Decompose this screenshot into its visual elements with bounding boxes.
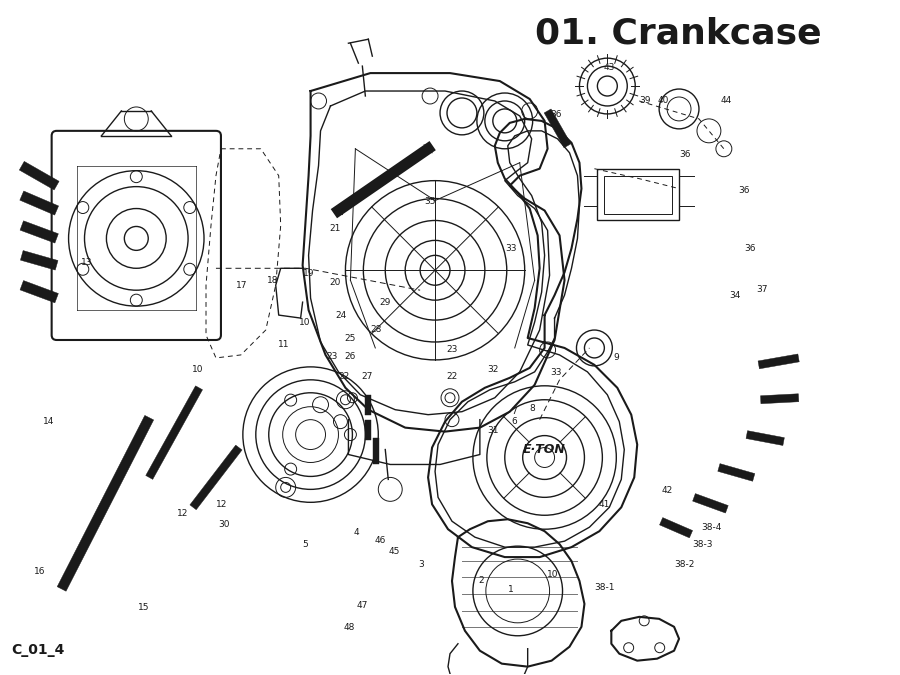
Polygon shape: [19, 161, 59, 190]
Text: 8: 8: [529, 404, 535, 412]
Text: 15: 15: [138, 603, 149, 612]
Polygon shape: [146, 386, 202, 479]
Text: 6: 6: [512, 417, 517, 426]
Text: 22: 22: [446, 372, 457, 381]
Text: 7: 7: [512, 407, 517, 416]
Polygon shape: [20, 191, 58, 215]
Polygon shape: [760, 394, 799, 404]
Polygon shape: [21, 250, 58, 270]
Polygon shape: [190, 445, 242, 510]
Text: 3: 3: [418, 560, 424, 569]
Text: E·TON: E·TON: [523, 443, 566, 456]
Text: 23: 23: [446, 345, 457, 354]
Text: 44: 44: [720, 97, 732, 105]
Text: 01. Crankcase: 01. Crankcase: [536, 17, 822, 51]
Text: 19: 19: [302, 269, 314, 278]
Polygon shape: [374, 437, 379, 464]
Text: 36: 36: [550, 110, 562, 119]
Text: 18: 18: [266, 276, 278, 285]
Text: 29: 29: [380, 298, 392, 307]
Text: 22: 22: [338, 372, 350, 381]
Polygon shape: [20, 281, 58, 303]
Text: 32: 32: [487, 365, 499, 374]
Polygon shape: [544, 109, 571, 148]
Text: 28: 28: [371, 325, 382, 334]
Text: 12: 12: [216, 500, 227, 509]
Text: 37: 37: [756, 285, 768, 294]
Text: 43: 43: [604, 63, 616, 72]
Bar: [605, 176, 672, 213]
Text: 36: 36: [738, 186, 750, 196]
Text: 38-3: 38-3: [692, 540, 713, 549]
Text: 31: 31: [487, 426, 499, 435]
Text: 40: 40: [658, 97, 669, 105]
Text: 10: 10: [547, 570, 559, 578]
Text: 38-2: 38-2: [675, 560, 695, 569]
Text: 26: 26: [344, 352, 356, 361]
Text: 17: 17: [237, 281, 248, 290]
Text: 33: 33: [505, 244, 517, 253]
Text: 16: 16: [33, 567, 45, 576]
Text: 25: 25: [344, 334, 356, 344]
Text: 24: 24: [335, 311, 346, 321]
Text: 41: 41: [598, 500, 610, 509]
Text: 21: 21: [329, 224, 341, 233]
Text: 11: 11: [278, 340, 290, 349]
Text: 12: 12: [177, 509, 189, 518]
Text: 27: 27: [362, 372, 374, 381]
Bar: [598, 169, 680, 221]
Text: 2: 2: [479, 576, 484, 585]
Text: 30: 30: [219, 520, 230, 529]
Text: 36: 36: [680, 150, 690, 159]
Text: 14: 14: [43, 417, 54, 426]
Text: 5: 5: [302, 540, 308, 549]
Polygon shape: [365, 420, 372, 439]
Text: 39: 39: [640, 97, 651, 105]
Text: 36: 36: [744, 244, 756, 253]
Text: 1: 1: [508, 585, 514, 594]
Text: 48: 48: [344, 624, 356, 632]
Text: 13: 13: [81, 258, 93, 267]
Text: 45: 45: [389, 547, 400, 556]
Polygon shape: [58, 415, 154, 591]
Text: 4: 4: [353, 528, 359, 537]
Text: 10: 10: [192, 365, 203, 374]
Text: 10: 10: [299, 318, 310, 327]
Text: 9: 9: [613, 353, 618, 362]
Polygon shape: [718, 464, 755, 481]
Polygon shape: [746, 431, 785, 446]
Polygon shape: [660, 518, 693, 538]
Text: 20: 20: [329, 278, 341, 287]
Text: 46: 46: [374, 536, 386, 545]
Polygon shape: [365, 395, 372, 414]
Polygon shape: [758, 354, 799, 369]
Text: 35: 35: [425, 197, 436, 206]
Text: 38-1: 38-1: [594, 583, 615, 592]
Text: 23: 23: [326, 352, 338, 361]
Polygon shape: [20, 221, 58, 243]
Text: 34: 34: [729, 292, 741, 300]
Text: 47: 47: [356, 601, 368, 610]
Text: 38-4: 38-4: [701, 522, 722, 532]
Text: C_01_4: C_01_4: [11, 643, 64, 657]
Text: 33: 33: [550, 368, 562, 377]
Polygon shape: [693, 493, 728, 513]
Text: 42: 42: [662, 486, 672, 495]
